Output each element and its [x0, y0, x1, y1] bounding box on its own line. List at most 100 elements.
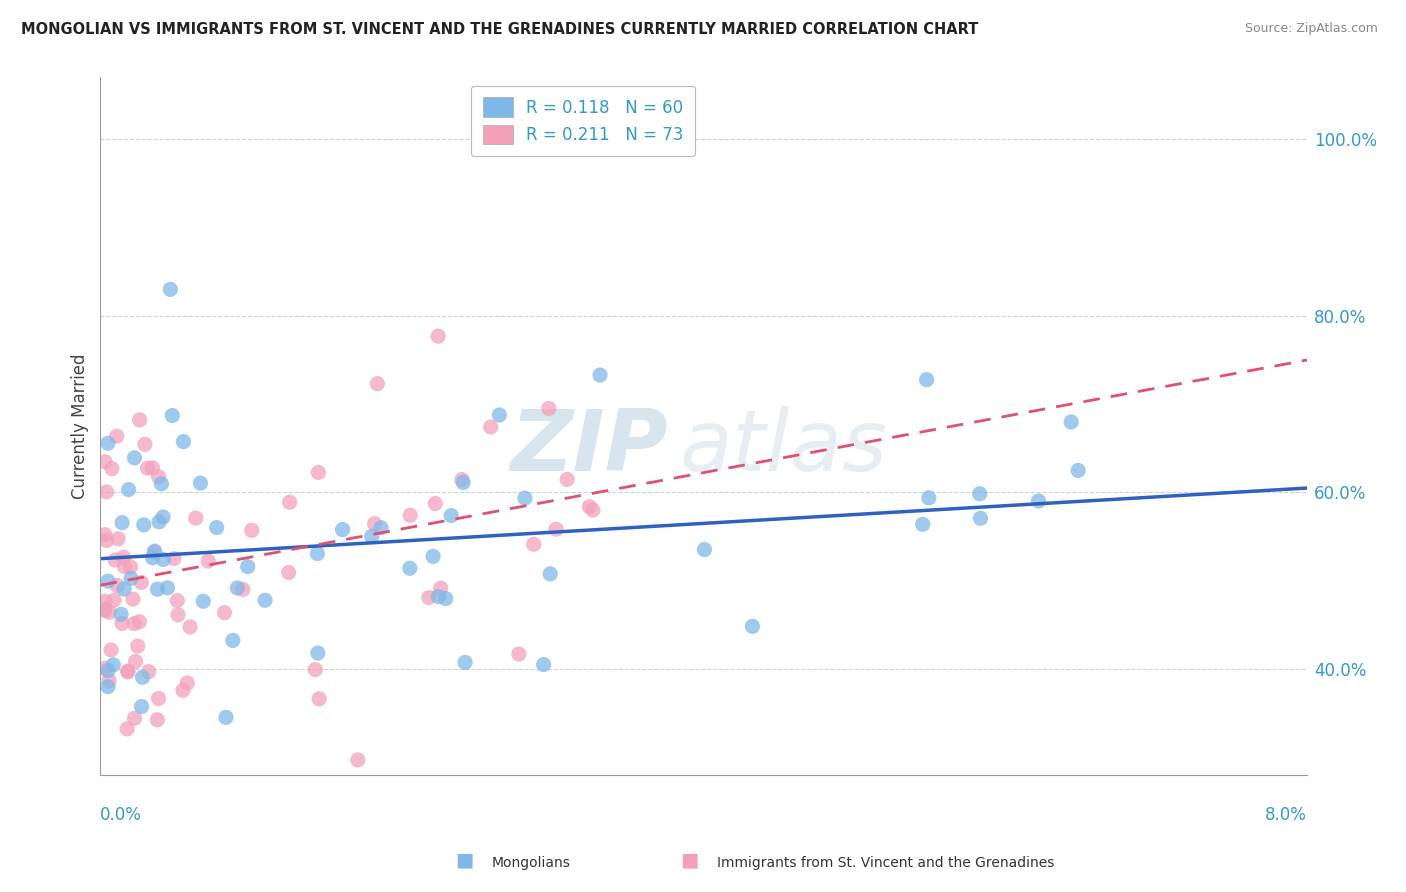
- Point: [488, 408, 510, 422]
- Point: [94, 661, 117, 675]
- Point: [240, 524, 263, 538]
- Y-axis label: Currently Married: Currently Married: [72, 353, 89, 499]
- Point: [148, 691, 170, 706]
- Text: MONGOLIAN VS IMMIGRANTS FROM ST. VINCENT AND THE GRENADINES CURRENTLY MARRIED CO: MONGOLIAN VS IMMIGRANTS FROM ST. VINCENT…: [21, 22, 979, 37]
- Point: [307, 547, 329, 561]
- Point: [537, 401, 560, 416]
- Point: [117, 665, 139, 679]
- Point: [307, 646, 329, 660]
- Point: [111, 616, 134, 631]
- Point: [152, 552, 174, 566]
- Point: [124, 655, 146, 669]
- Point: [918, 491, 941, 505]
- Text: ■: ■: [454, 851, 474, 870]
- Point: [479, 420, 502, 434]
- Point: [98, 673, 121, 688]
- Point: [176, 676, 198, 690]
- Point: [146, 713, 169, 727]
- Point: [418, 591, 440, 605]
- Point: [131, 670, 153, 684]
- Text: Mongolians: Mongolians: [492, 855, 571, 870]
- Point: [533, 657, 555, 672]
- Point: [422, 549, 444, 564]
- Point: [120, 559, 142, 574]
- Point: [253, 593, 276, 607]
- Point: [214, 606, 236, 620]
- Point: [162, 409, 184, 423]
- Point: [141, 460, 163, 475]
- Point: [429, 581, 451, 595]
- Point: [193, 594, 215, 608]
- Text: atlas: atlas: [679, 406, 887, 489]
- Text: Source: ZipAtlas.com: Source: ZipAtlas.com: [1244, 22, 1378, 36]
- Point: [143, 544, 166, 558]
- Point: [136, 461, 159, 475]
- Point: [107, 532, 129, 546]
- Point: [104, 553, 127, 567]
- Point: [399, 508, 422, 523]
- Point: [582, 503, 605, 517]
- Point: [103, 657, 125, 672]
- Point: [440, 508, 463, 523]
- Point: [131, 699, 153, 714]
- Point: [215, 710, 238, 724]
- Point: [911, 517, 934, 532]
- Point: [124, 711, 146, 725]
- Point: [148, 470, 170, 484]
- Point: [97, 436, 120, 450]
- Point: [114, 559, 136, 574]
- Point: [122, 592, 145, 607]
- Point: [150, 476, 173, 491]
- Point: [332, 523, 354, 537]
- Point: [1028, 494, 1050, 508]
- Point: [97, 574, 120, 589]
- Point: [112, 550, 135, 565]
- Text: ■: ■: [679, 851, 699, 870]
- Point: [346, 753, 368, 767]
- Point: [172, 683, 194, 698]
- Text: 8.0%: 8.0%: [1265, 806, 1308, 824]
- Point: [143, 545, 166, 559]
- Point: [1060, 415, 1083, 429]
- Point: [127, 639, 149, 653]
- Point: [98, 605, 121, 619]
- Point: [131, 575, 153, 590]
- Point: [128, 413, 150, 427]
- Point: [399, 561, 422, 575]
- Point: [425, 497, 447, 511]
- Point: [152, 510, 174, 524]
- Point: [236, 559, 259, 574]
- Point: [366, 376, 388, 391]
- Point: [132, 517, 155, 532]
- Text: Immigrants from St. Vincent and the Grenadines: Immigrants from St. Vincent and the Gren…: [717, 855, 1054, 870]
- Point: [555, 472, 578, 486]
- Point: [100, 643, 122, 657]
- Point: [163, 551, 186, 566]
- Point: [122, 616, 145, 631]
- Point: [134, 437, 156, 451]
- Legend: R = 0.118   N = 60, R = 0.211   N = 73: R = 0.118 N = 60, R = 0.211 N = 73: [471, 86, 695, 156]
- Point: [915, 373, 938, 387]
- Point: [304, 663, 326, 677]
- Point: [451, 473, 474, 487]
- Point: [105, 429, 128, 443]
- Point: [112, 582, 135, 596]
- Point: [167, 607, 190, 622]
- Point: [741, 619, 763, 633]
- Point: [101, 461, 124, 475]
- Point: [159, 282, 181, 296]
- Point: [538, 566, 561, 581]
- Point: [523, 537, 546, 551]
- Point: [111, 516, 134, 530]
- Point: [148, 515, 170, 529]
- Point: [138, 665, 160, 679]
- Point: [146, 582, 169, 597]
- Point: [222, 633, 245, 648]
- Text: ZIP: ZIP: [510, 406, 668, 489]
- Point: [693, 542, 716, 557]
- Point: [454, 656, 477, 670]
- Point: [184, 511, 207, 525]
- Point: [307, 466, 329, 480]
- Point: [508, 647, 530, 661]
- Point: [190, 476, 212, 491]
